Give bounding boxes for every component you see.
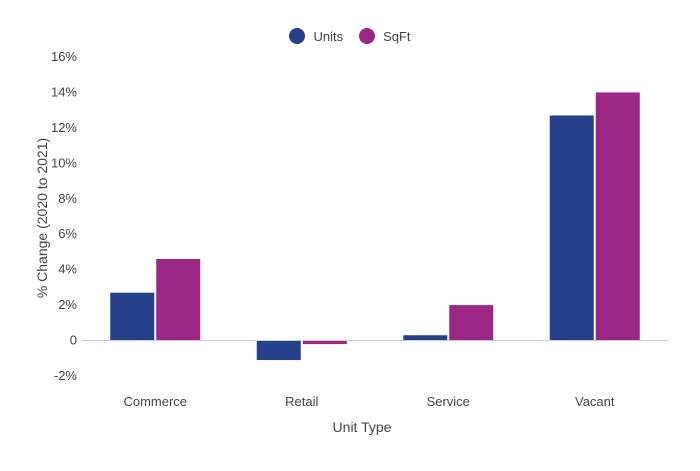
- legend-label-units: Units: [313, 28, 344, 44]
- y-tick-label: 0: [70, 333, 77, 348]
- bar-units-retail[interactable]: [256, 340, 301, 361]
- x-tick-label: Commerce: [123, 394, 187, 409]
- y-tick-label: 16%: [51, 49, 77, 64]
- legend-item-units[interactable]: Units: [289, 28, 343, 44]
- legend-swatch-units: [289, 28, 306, 44]
- x-axis-ticks: Commerce Retail Service Vacant: [123, 394, 614, 409]
- y-tick-label: 2%: [58, 297, 77, 312]
- y-tick-label: 14%: [51, 84, 77, 99]
- bar-sqft-service[interactable]: [449, 305, 494, 341]
- legend-swatch-sqft: [359, 28, 376, 44]
- chart-legend: Units SqFt: [0, 28, 700, 44]
- x-axis-label: Unit Type: [333, 419, 392, 435]
- y-tick-label: 8%: [58, 191, 77, 206]
- y-tick-label: 4%: [58, 262, 77, 277]
- y-tick-label: 6%: [58, 226, 77, 241]
- bar-units-commerce[interactable]: [110, 292, 155, 341]
- y-axis-label: % Change (2020 to 2021): [34, 138, 50, 298]
- bar-units-service[interactable]: [403, 335, 448, 341]
- bar-units-vacant[interactable]: [549, 115, 594, 341]
- y-tick-label: 10%: [51, 155, 77, 170]
- x-tick-label: Vacant: [575, 394, 615, 409]
- y-axis-ticks: 16% 14% 12% 10% 8% 6% 4% 2% 0 -2%: [51, 49, 77, 383]
- bar-sqft-retail[interactable]: [302, 340, 347, 345]
- y-tick-label: 12%: [51, 120, 77, 135]
- legend-item-sqft[interactable]: SqFt: [359, 28, 411, 44]
- x-tick-label: Retail: [285, 394, 318, 409]
- bar-sqft-vacant[interactable]: [595, 92, 640, 341]
- bars-group: [110, 92, 640, 361]
- bar-sqft-commerce[interactable]: [156, 259, 201, 341]
- y-tick-label: -2%: [54, 368, 78, 383]
- legend-label-sqft: SqFt: [383, 28, 411, 44]
- x-tick-label: Service: [427, 394, 470, 409]
